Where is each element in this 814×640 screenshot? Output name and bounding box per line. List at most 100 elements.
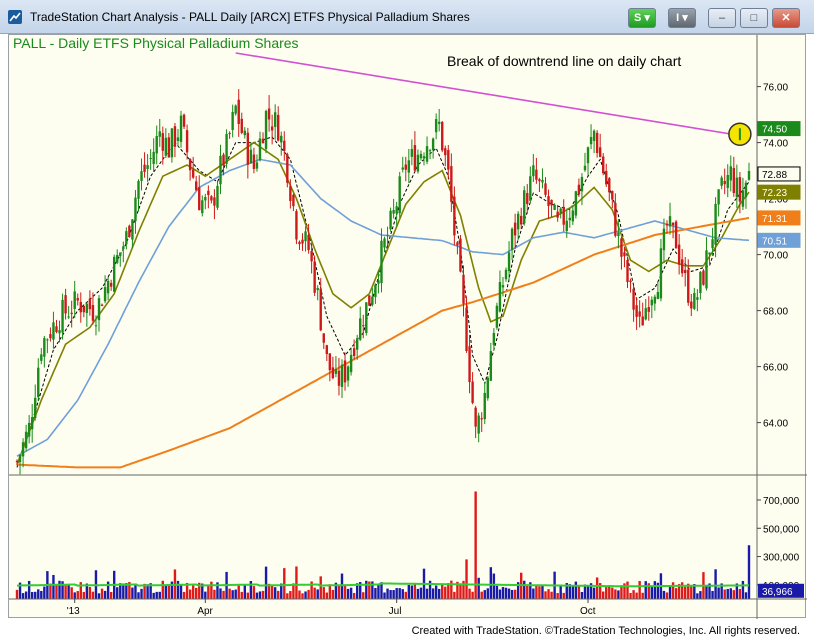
volume-bar: [635, 592, 638, 599]
candle: [535, 157, 538, 184]
candle: [30, 404, 34, 443]
candle-body: [134, 197, 137, 222]
volume-bar: [201, 583, 204, 599]
candle: [431, 137, 435, 159]
candle-body: [732, 167, 736, 194]
candle: [73, 280, 76, 318]
volume-bar: [85, 583, 89, 599]
maximize-button[interactable]: □: [740, 8, 768, 28]
candle: [380, 228, 383, 293]
price-label-ma50: 70.51: [757, 232, 801, 248]
volume-bar: [605, 587, 608, 599]
candle-body: [553, 204, 556, 210]
candle-body: [137, 180, 140, 199]
candle-body: [726, 175, 729, 188]
candle: [462, 265, 465, 317]
candle-body: [422, 156, 426, 159]
price-volume-chart[interactable]: 76.00 74.00 72.00 70.00 68.00 66.00 64.00 700,0…: [9, 35, 807, 619]
volume-bar: [444, 586, 447, 599]
volume-bar: [295, 566, 298, 599]
candle: [331, 356, 335, 380]
candle: [76, 293, 79, 306]
volume-bar: [507, 588, 511, 599]
candle: [693, 287, 696, 311]
time-tick-label: '13: [67, 606, 80, 617]
minimize-button[interactable]: ‒: [708, 8, 736, 28]
candle: [273, 104, 277, 140]
candle-body: [459, 238, 462, 272]
volume-bar: [416, 588, 420, 599]
candle-body: [544, 183, 547, 195]
volume-bar: [213, 589, 216, 599]
candle: [638, 300, 641, 328]
volume-bar: [711, 591, 714, 599]
volume-bar: [495, 585, 499, 599]
candle-body: [562, 206, 565, 225]
indicator-button[interactable]: I ▾: [668, 8, 696, 28]
candle-body: [425, 146, 429, 162]
volume-bar: [267, 583, 271, 599]
volume-bar: [40, 590, 43, 599]
volume-bar: [264, 566, 268, 599]
candle: [146, 154, 149, 182]
candle-body: [346, 366, 350, 381]
candle: [416, 149, 420, 174]
volume-bar: [228, 588, 231, 599]
candle: [620, 237, 623, 270]
candle: [662, 218, 666, 263]
candle: [277, 106, 280, 142]
candle: [404, 156, 407, 182]
volume-bar: [726, 588, 729, 599]
close-button[interactable]: ✕: [772, 8, 800, 28]
candle: [677, 234, 681, 275]
sma-50-line: [16, 158, 750, 457]
volume-bar: [717, 587, 720, 599]
candle: [246, 127, 250, 179]
volume-bar: [614, 589, 617, 599]
candle: [647, 296, 650, 321]
candle: [437, 108, 441, 132]
volume-bar: [586, 585, 590, 599]
candle: [513, 213, 517, 249]
window-title: TradeStation Chart Analysis - PALL Daily…: [30, 10, 470, 24]
candle-body: [617, 232, 620, 237]
candle-body: [380, 240, 383, 284]
volume-bar: [459, 583, 462, 599]
candle: [586, 146, 590, 176]
volume-bar: [541, 585, 544, 599]
volume-bar: [255, 592, 259, 599]
candle-body: [122, 246, 125, 250]
volume-bar: [346, 588, 350, 599]
volume-bar: [359, 582, 362, 599]
volume-bar: [73, 592, 76, 599]
candle: [134, 190, 137, 234]
candle-body: [198, 187, 201, 211]
candle-body: [453, 196, 456, 236]
candle-body: [738, 177, 742, 202]
candle: [407, 148, 411, 184]
volume-bar: [680, 582, 684, 599]
candle: [79, 292, 82, 323]
candle: [580, 173, 584, 206]
candle: [316, 285, 319, 301]
volume-bar: [723, 589, 726, 599]
strategy-button[interactable]: S ▾: [628, 8, 656, 28]
candle-body: [283, 140, 286, 151]
candle-body: [377, 280, 380, 284]
candle-body: [611, 190, 614, 200]
candle: [714, 197, 717, 258]
chart-panel[interactable]: 76.00 74.00 72.00 70.00 68.00 66.00 64.00 700,0…: [8, 34, 807, 619]
volume-bar: [152, 592, 155, 599]
volume-bar: [277, 590, 280, 599]
candle: [708, 252, 711, 264]
candle: [249, 142, 253, 164]
candle-body: [167, 137, 171, 158]
candle: [137, 179, 140, 212]
volume-bar: [729, 588, 732, 599]
candle: [377, 270, 380, 294]
volume-bar: [598, 583, 602, 599]
candle: [298, 240, 301, 250]
candle-body: [662, 228, 666, 251]
candle: [523, 186, 526, 226]
volume-bar: [747, 545, 751, 599]
